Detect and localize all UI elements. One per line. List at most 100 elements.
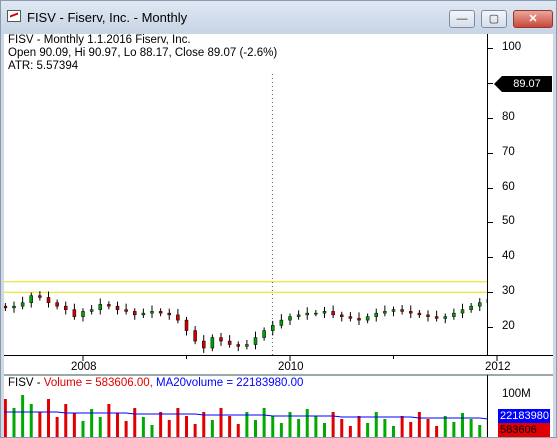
volume-bar xyxy=(64,404,68,437)
volume-bar xyxy=(331,412,335,437)
volume-bar xyxy=(210,420,214,437)
volume-bar xyxy=(159,412,163,437)
candle xyxy=(184,316,189,336)
price-tick-label: 100 xyxy=(502,40,522,53)
time-tick-label: 2008 xyxy=(71,361,97,373)
volume-bar xyxy=(4,399,7,437)
price-chart xyxy=(4,74,487,355)
candle xyxy=(383,305,387,317)
volume-bar xyxy=(141,417,145,437)
volume-bar xyxy=(357,416,361,437)
time-tick-label: 2010 xyxy=(278,361,304,373)
candle xyxy=(98,298,102,315)
volume-chart xyxy=(4,395,487,437)
time-axis: 20082010201220142016 xyxy=(4,355,553,374)
candle xyxy=(227,335,232,348)
volume-bar xyxy=(254,420,257,437)
volume-bar xyxy=(426,419,430,437)
close-button[interactable]: ✕ xyxy=(513,10,553,28)
candle xyxy=(29,292,33,308)
volume-bar xyxy=(392,426,395,437)
volume-bar xyxy=(219,408,223,437)
price-tick-mark xyxy=(488,327,493,329)
candle xyxy=(72,303,77,320)
minimize-button[interactable]: — xyxy=(449,10,475,28)
volume-bar xyxy=(176,408,180,437)
candle xyxy=(38,291,42,301)
candle xyxy=(348,312,353,322)
volume-bar xyxy=(124,421,128,437)
price-tick-mark xyxy=(488,187,493,189)
chart-app-icon xyxy=(7,10,21,22)
volume-bar xyxy=(116,413,119,437)
chart-header-atr: ATR: 5.57394 xyxy=(8,60,79,72)
price-tick-mark xyxy=(488,257,493,259)
volume-bar xyxy=(47,399,50,437)
maximize-button[interactable]: ▢ xyxy=(481,10,507,28)
price-tick-mark xyxy=(488,152,493,154)
candle xyxy=(245,339,249,350)
volume-bar xyxy=(133,408,137,437)
time-tick-label: 2012 xyxy=(485,361,511,373)
candle xyxy=(331,305,335,319)
volume-bar xyxy=(271,416,275,437)
volume-bar xyxy=(72,413,76,437)
chart-header-ohlc: Open 90.09, Hi 90.97, Lo 88.17, Close 89… xyxy=(8,47,278,59)
volume-bar xyxy=(461,413,464,437)
volume-bar xyxy=(340,419,344,437)
candle xyxy=(167,308,171,320)
candle xyxy=(107,301,111,310)
candle xyxy=(400,305,404,315)
candle xyxy=(219,333,223,346)
volume-bar xyxy=(150,425,154,437)
candle xyxy=(365,313,370,324)
title-bar[interactable]: FISV - Fiserv, Inc. - Monthly — ▢ ✕ xyxy=(1,1,556,34)
candle xyxy=(253,331,258,350)
candle xyxy=(210,334,215,352)
volume-bar xyxy=(366,423,370,437)
price-tick-label: 30 xyxy=(502,285,515,298)
volume-bar xyxy=(374,412,378,437)
volume-bar xyxy=(245,412,249,437)
candle xyxy=(417,309,422,319)
volume-bar xyxy=(314,416,318,437)
price-tick-label: 40 xyxy=(502,250,515,263)
volume-header: FISV - Volume = 583606.00, MA20volume = … xyxy=(8,377,303,389)
volume-bar xyxy=(279,423,283,437)
candle xyxy=(236,341,240,352)
volume-bar xyxy=(417,412,421,437)
candle xyxy=(322,306,327,319)
candle xyxy=(305,307,309,320)
volume-bar xyxy=(81,421,85,437)
volume-bar xyxy=(297,419,301,437)
candle xyxy=(469,303,473,313)
volume-bar xyxy=(478,425,482,437)
price-tick-mark xyxy=(488,82,493,84)
candle xyxy=(340,311,344,322)
candle xyxy=(158,308,163,317)
volume-bar xyxy=(305,409,309,437)
candle xyxy=(133,308,137,320)
volume-bar xyxy=(167,420,171,437)
volume-bar xyxy=(55,417,59,437)
volume-bar xyxy=(202,412,206,437)
volume-bar xyxy=(29,404,33,437)
volume-bar xyxy=(236,424,240,437)
volume-axis: 100M 22183980 583606 xyxy=(487,374,553,437)
volume-bar xyxy=(262,408,266,437)
candle xyxy=(296,310,301,320)
price-tick-label: 70 xyxy=(502,145,515,158)
price-tick-label: 60 xyxy=(502,180,515,193)
volume-bar xyxy=(193,424,197,437)
volume-panel[interactable]: FISV - Volume = 583606.00, MA20volume = … xyxy=(4,374,487,437)
volume-bar xyxy=(98,417,102,437)
price-tick-mark xyxy=(488,292,493,294)
candle xyxy=(115,301,120,315)
price-tick-label: 20 xyxy=(502,320,515,333)
candle xyxy=(391,306,396,317)
volume-header-prefix: FISV - xyxy=(8,377,44,389)
volume-bar xyxy=(185,416,188,437)
price-chart-area[interactable]: FISV - Monthly 1.1.2016 Fiserv, Inc. Ope… xyxy=(4,34,487,355)
volume-bar xyxy=(400,416,404,437)
